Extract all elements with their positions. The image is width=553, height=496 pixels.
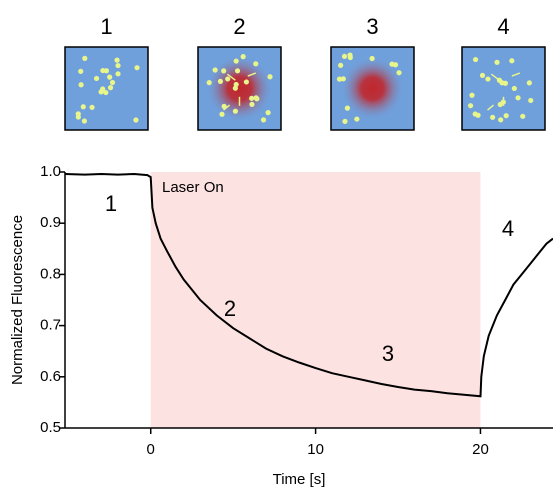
molecule xyxy=(109,79,116,86)
molecule xyxy=(354,116,360,122)
y-tick-label: 0.5 xyxy=(40,419,61,436)
molecule xyxy=(225,76,231,82)
molecule xyxy=(89,104,95,110)
molecule xyxy=(511,85,517,92)
motion-arrow xyxy=(490,73,500,81)
molecule xyxy=(341,53,348,60)
molecule xyxy=(260,117,267,123)
molecule xyxy=(265,110,271,116)
fluorescence-line xyxy=(64,172,553,398)
x-tick-label: 20 xyxy=(472,441,489,458)
laser-region xyxy=(150,172,481,428)
molecule xyxy=(469,92,475,98)
molecule xyxy=(267,74,273,80)
molecule xyxy=(107,85,114,91)
annotation: Laser On xyxy=(162,179,224,196)
molecule xyxy=(347,52,353,58)
molecule xyxy=(340,76,346,82)
molecule xyxy=(219,111,225,117)
motion-arrow xyxy=(511,72,521,77)
molecule xyxy=(494,59,500,65)
molecule xyxy=(134,65,140,71)
molecule xyxy=(78,82,84,88)
molecule xyxy=(249,95,255,101)
motion-arrow xyxy=(487,104,495,111)
x-tick-label: 0 xyxy=(147,441,155,458)
x-tick-label: 10 xyxy=(307,441,324,458)
molecule xyxy=(528,97,534,104)
molecule xyxy=(103,89,109,96)
molecule xyxy=(396,70,402,76)
molecule xyxy=(75,114,81,120)
molecule xyxy=(253,95,259,101)
molecule xyxy=(509,58,515,64)
molecule xyxy=(479,72,486,78)
y-tick-label: 0.6 xyxy=(40,368,61,385)
y-tick-label: 0.7 xyxy=(40,317,61,334)
panel-label: 2 xyxy=(233,14,245,39)
molecule xyxy=(232,108,239,114)
x-axis-label: Time [s] xyxy=(273,471,326,488)
molecule xyxy=(217,78,224,84)
panel-label: 1 xyxy=(100,14,112,39)
molecule xyxy=(240,54,246,60)
annotation: 3 xyxy=(382,341,394,366)
molecule xyxy=(485,76,491,82)
molecule xyxy=(515,95,521,101)
annotation: 4 xyxy=(502,216,514,241)
molecule xyxy=(338,62,344,68)
motion-arrow xyxy=(226,73,236,81)
molecule xyxy=(98,89,104,95)
molecule xyxy=(206,80,212,86)
molecule xyxy=(81,118,88,124)
molecule xyxy=(502,80,508,86)
molecule xyxy=(100,67,106,74)
molecule xyxy=(107,74,113,80)
molecule xyxy=(369,55,375,62)
molecule xyxy=(498,117,504,123)
molecule xyxy=(93,75,100,82)
molecule xyxy=(221,68,227,74)
molecule xyxy=(115,71,121,77)
panel-label: 3 xyxy=(366,14,378,39)
annotation: 2 xyxy=(224,296,236,321)
molecule xyxy=(233,81,239,88)
molecule xyxy=(336,76,343,82)
molecule xyxy=(114,57,120,63)
motion-arrow xyxy=(223,104,231,111)
molecule xyxy=(212,67,218,73)
molecule xyxy=(389,61,395,67)
molecule xyxy=(82,55,88,61)
molecule xyxy=(467,103,474,109)
molecule xyxy=(344,105,350,111)
molecule xyxy=(503,113,509,119)
molecule xyxy=(78,68,84,74)
y-tick-label: 0.8 xyxy=(40,265,61,282)
y-axis-label: Normalized Fluorescence xyxy=(9,215,26,385)
molecule xyxy=(133,117,139,123)
molecule xyxy=(249,101,255,107)
molecule xyxy=(253,61,259,67)
annotation: 1 xyxy=(105,191,117,216)
molecule xyxy=(80,104,86,110)
motion-arrow xyxy=(247,72,257,77)
molecule xyxy=(475,112,481,118)
molecule xyxy=(233,58,239,64)
molecule xyxy=(520,113,526,119)
molecule xyxy=(243,79,249,85)
molecule xyxy=(490,114,496,120)
molecule xyxy=(342,118,348,124)
molecule xyxy=(526,80,532,86)
panel-label: 4 xyxy=(497,14,509,39)
molecule xyxy=(234,68,241,74)
molecule xyxy=(115,62,121,69)
y-tick-label: 0.9 xyxy=(40,214,61,231)
y-tick-label: 1.0 xyxy=(40,163,61,180)
molecule xyxy=(472,56,479,63)
bleach-spot xyxy=(340,56,405,121)
bleach-spot xyxy=(205,54,274,123)
